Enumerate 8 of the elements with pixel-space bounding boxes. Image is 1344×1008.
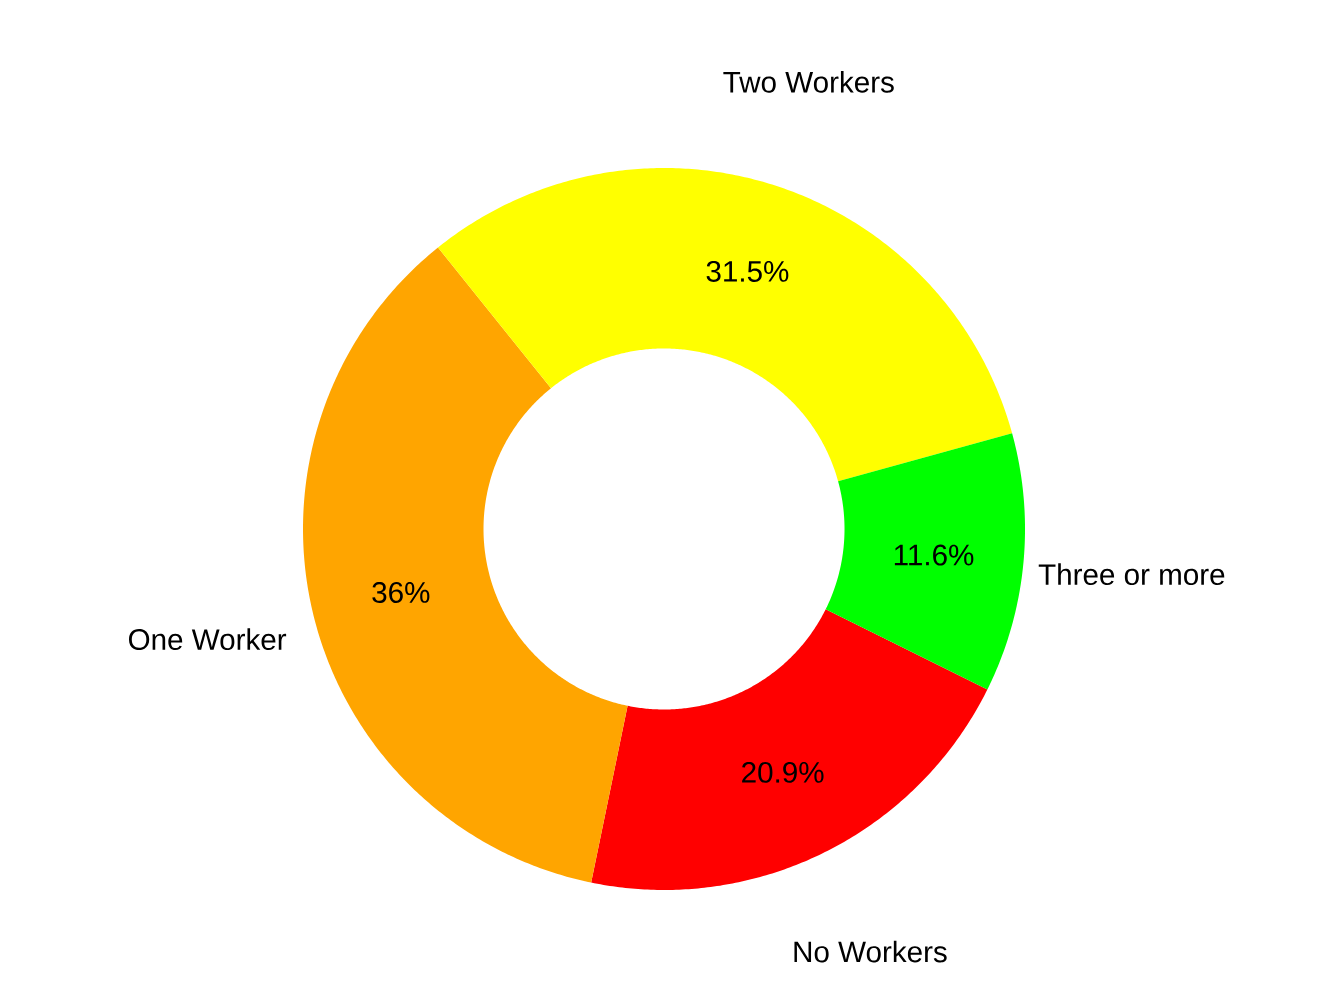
data-label: 11.6% <box>894 544 974 566</box>
slice-label: No Workers <box>794 940 947 963</box>
data-label: 36% <box>372 582 430 603</box>
data-label: 20.9% <box>742 761 824 783</box>
slice-label: Three or more <box>1038 563 1225 586</box>
slice-label: Two Workers <box>723 70 894 93</box>
slice-label: One Worker <box>128 628 287 651</box>
data-label: 31.5% <box>706 260 789 282</box>
